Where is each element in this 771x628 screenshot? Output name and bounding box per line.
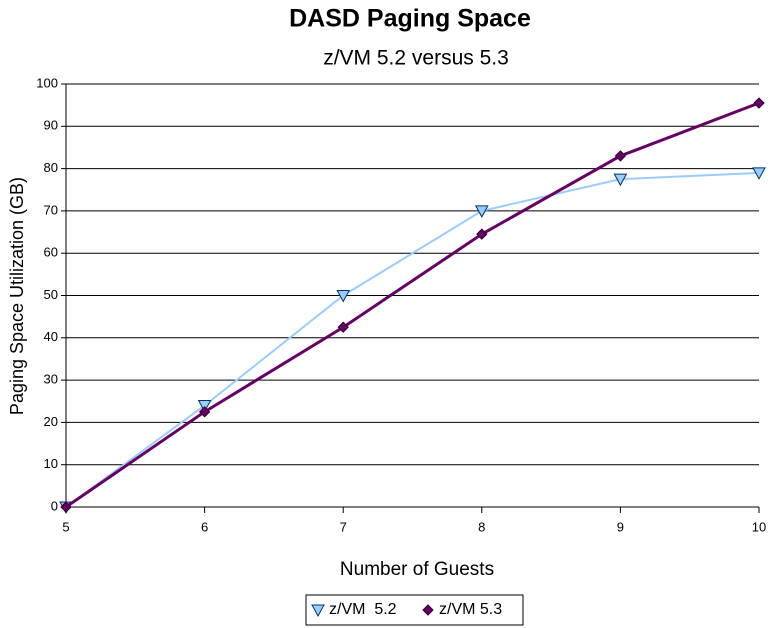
y-tick-label: 100: [36, 75, 58, 90]
legend-box: [305, 594, 524, 626]
y-axis-label: Paging Space Utilization (GB): [7, 177, 27, 415]
legend-label: z/VM 5.2: [329, 601, 397, 618]
y-tick-label: 50: [44, 287, 58, 302]
legend-marker: [311, 604, 325, 618]
legend-label: z/VM 5.3: [439, 601, 502, 618]
marker: [753, 97, 765, 109]
marker: [614, 150, 627, 162]
y-tick-label: 20: [44, 414, 58, 429]
y-tick-label: 60: [44, 245, 58, 260]
series-line: [65, 101, 760, 509]
marker: [197, 399, 212, 413]
chart-title: DASD Paging Space: [289, 5, 531, 33]
x-tick-label: 9: [617, 519, 624, 534]
y-tick-label: 80: [44, 160, 58, 175]
marker: [336, 290, 351, 303]
y-tick-label: 30: [44, 372, 58, 387]
x-axis-label: Number of Guests: [340, 559, 494, 580]
x-tick-label: 8: [478, 519, 485, 534]
x-tick-label: 7: [340, 519, 347, 534]
marker: [474, 205, 489, 218]
y-tick-label: 10: [44, 456, 58, 471]
y-tick-label: 90: [44, 118, 58, 133]
chart-subtitle: z/VM 5.2 versus 5.3: [323, 47, 509, 70]
marker: [60, 501, 72, 513]
marker: [476, 228, 488, 240]
x-tick-label: 10: [752, 519, 766, 534]
legend-marker: [422, 604, 434, 616]
series-line: [65, 171, 760, 508]
marker: [198, 406, 211, 418]
marker: [337, 321, 349, 333]
x-tick-label: 5: [62, 519, 69, 534]
marker: [752, 167, 766, 180]
marker: [613, 173, 628, 187]
y-tick-label: 70: [44, 202, 58, 217]
y-tick-label: 0: [51, 498, 58, 513]
y-tick-label: 40: [44, 329, 58, 344]
x-tick-label: 6: [201, 519, 208, 534]
